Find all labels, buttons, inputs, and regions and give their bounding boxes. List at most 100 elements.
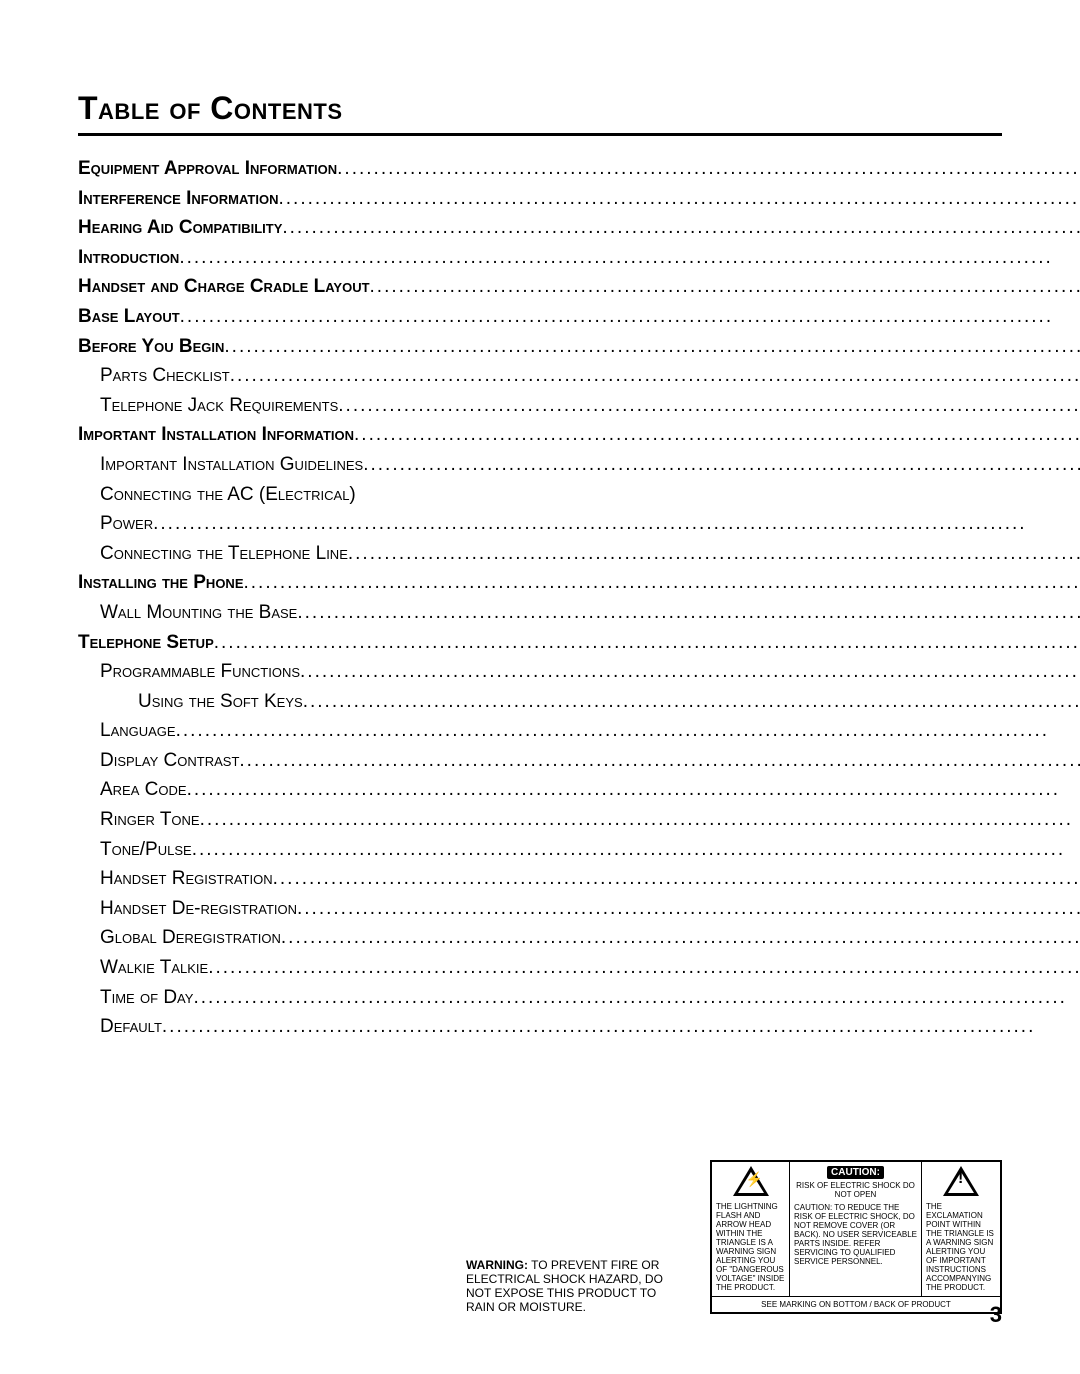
toc-entry: Telephone Setup11 <box>78 628 1080 658</box>
toc-label: Time of Day <box>78 983 193 1013</box>
toc-label: Walkie Talkie <box>78 953 208 983</box>
toc-leader <box>153 509 1080 539</box>
toc-leader <box>230 361 1080 391</box>
toc-leader <box>278 184 1080 214</box>
warning-text: WARNING: TO PREVENT FIRE OR ELECTRICAL S… <box>466 1258 686 1314</box>
caution-mid-text: CAUTION: TO REDUCE THE RISK OF ELECTRIC … <box>794 1203 917 1266</box>
toc-label: Handset Registration <box>78 864 273 894</box>
toc-leader <box>214 628 1080 658</box>
toc-entry: Default25 <box>78 1012 1080 1042</box>
toc-leader <box>192 835 1080 865</box>
caution-left-text: THE LIGHTNING FLASH AND ARROW HEAD WITHI… <box>716 1202 785 1292</box>
toc-label: Connecting the AC (Electrical) <box>78 480 356 510</box>
toc-label: Language <box>78 716 176 746</box>
toc-leader <box>179 243 1080 273</box>
toc-leader <box>224 332 1080 362</box>
toc-columns: Equipment Approval Information2Interfere… <box>78 154 1002 1042</box>
toc-label: Handset and Charge Cradle Layout <box>78 272 370 302</box>
toc-label: Equipment Approval Information <box>78 154 337 184</box>
toc-label: Connecting the Telephone Line <box>78 539 348 569</box>
toc-label: Default <box>78 1012 162 1042</box>
toc-entry: Installing the Phone10 <box>78 568 1080 598</box>
toc-entry: Area Code14 <box>78 775 1080 805</box>
toc-leader <box>370 272 1080 302</box>
toc-leader <box>297 894 1080 924</box>
toc-entry: Tone/Pulse16 <box>78 835 1080 865</box>
toc-leader <box>162 1012 1080 1042</box>
toc-entry: Handset De-registration20 <box>78 894 1080 924</box>
toc-leader <box>363 450 1080 480</box>
toc-entry: Important Installation Guidelines9 <box>78 450 1080 480</box>
toc-entry: Wall Mounting the Base11 <box>78 598 1080 628</box>
toc-leader <box>180 302 1080 332</box>
page-title: Table of Contents <box>78 90 1002 136</box>
toc-entry: Important Installation Information9 <box>78 420 1080 450</box>
toc-label: Telephone Jack Requirements <box>78 391 338 421</box>
toc-leader <box>239 746 1080 776</box>
caution-bottom: SEE MARKING ON BOTTOM / BACK OF PRODUCT <box>712 1296 1000 1312</box>
toc-label: Power <box>78 509 153 539</box>
caution-top: ⚡ THE LIGHTNING FLASH AND ARROW HEAD WIT… <box>712 1162 1000 1296</box>
toc-label: Installing the Phone <box>78 568 244 598</box>
toc-label: Tone/Pulse <box>78 835 192 865</box>
caution-mid-cell: CAUTION: RISK OF ELECTRIC SHOCK DO NOT O… <box>790 1162 922 1296</box>
toc-entry: Introduction5 <box>78 243 1080 273</box>
toc-leader <box>244 568 1080 598</box>
toc-leader <box>282 213 1080 243</box>
caution-box: ⚡ THE LIGHTNING FLASH AND ARROW HEAD WIT… <box>710 1160 1002 1314</box>
toc-label: Area Code <box>78 775 187 805</box>
toc-leader <box>300 657 1080 687</box>
toc-label: Parts Checklist <box>78 361 230 391</box>
toc-entry: Hearing Aid Compatibility2 <box>78 213 1080 243</box>
toc-label: Before You Begin <box>78 332 224 362</box>
warning-label: WARNING: <box>466 1258 528 1272</box>
toc-leader <box>337 154 1080 184</box>
toc-leader <box>193 983 1080 1013</box>
toc-label: Important Installation Information <box>78 420 354 450</box>
toc-label: Ringer Tone <box>78 805 200 835</box>
toc-label: Introduction <box>78 243 179 273</box>
caution-risk: RISK OF ELECTRIC SHOCK DO NOT OPEN <box>794 1181 917 1199</box>
toc-label: Global Deregistration <box>78 923 281 953</box>
toc-entry: Base Layout7 <box>78 302 1080 332</box>
caution-left-cell: ⚡ THE LIGHTNING FLASH AND ARROW HEAD WIT… <box>712 1162 790 1296</box>
toc-leader <box>354 420 1080 450</box>
toc-column: Equipment Approval Information2Interfere… <box>78 154 1080 1042</box>
caution-right-text: THE EXCLAMATION POINT WITHIN THE TRIANGL… <box>926 1202 996 1292</box>
toc-entry: Equipment Approval Information2 <box>78 154 1080 184</box>
toc-entry: Before You Begin8 <box>78 332 1080 362</box>
toc-entry: Walkie Talkie22 <box>78 953 1080 983</box>
toc-leader <box>303 687 1080 717</box>
toc-label: Important Installation Guidelines <box>78 450 363 480</box>
toc-entry: Display Contrast12 <box>78 746 1080 776</box>
toc-entry: Handset Registration17 <box>78 864 1080 894</box>
caution-head: CAUTION: <box>827 1166 884 1179</box>
lightning-triangle-icon: ⚡ <box>733 1166 769 1196</box>
toc-label: Programmable Functions <box>78 657 300 687</box>
toc-leader <box>281 923 1080 953</box>
toc-label: Using the Soft Keys <box>78 687 303 717</box>
toc-entry: Parts Checklist8 <box>78 361 1080 391</box>
toc-entry: Power10 <box>78 509 1080 539</box>
toc-label: Base Layout <box>78 302 180 332</box>
toc-label: Handset De-registration <box>78 894 297 924</box>
toc-entry: Programmable Functions11 <box>78 657 1080 687</box>
toc-entry: Using the Soft Keys11 <box>78 687 1080 717</box>
toc-leader <box>338 391 1080 421</box>
toc-leader <box>208 953 1080 983</box>
toc-entry: Language11 <box>78 716 1080 746</box>
toc-entry: Connecting the AC (Electrical) <box>78 480 1080 510</box>
toc-entry: Telephone Jack Requirements8 <box>78 391 1080 421</box>
toc-leader <box>176 716 1080 746</box>
toc-entry: Connecting the Telephone Line10 <box>78 539 1080 569</box>
toc-entry: Time of Day24 <box>78 983 1080 1013</box>
toc-entry: Global Deregistration21 <box>78 923 1080 953</box>
caution-right-cell: ! THE EXCLAMATION POINT WITHIN THE TRIAN… <box>922 1162 1000 1296</box>
toc-entry: Ringer Tone15 <box>78 805 1080 835</box>
toc-label: Wall Mounting the Base <box>78 598 297 628</box>
toc-leader <box>348 539 1080 569</box>
toc-entry: Interference Information2 <box>78 184 1080 214</box>
toc-entry: Handset and Charge Cradle Layout7 <box>78 272 1080 302</box>
exclamation-triangle-icon: ! <box>943 1166 979 1196</box>
toc-leader <box>187 775 1080 805</box>
